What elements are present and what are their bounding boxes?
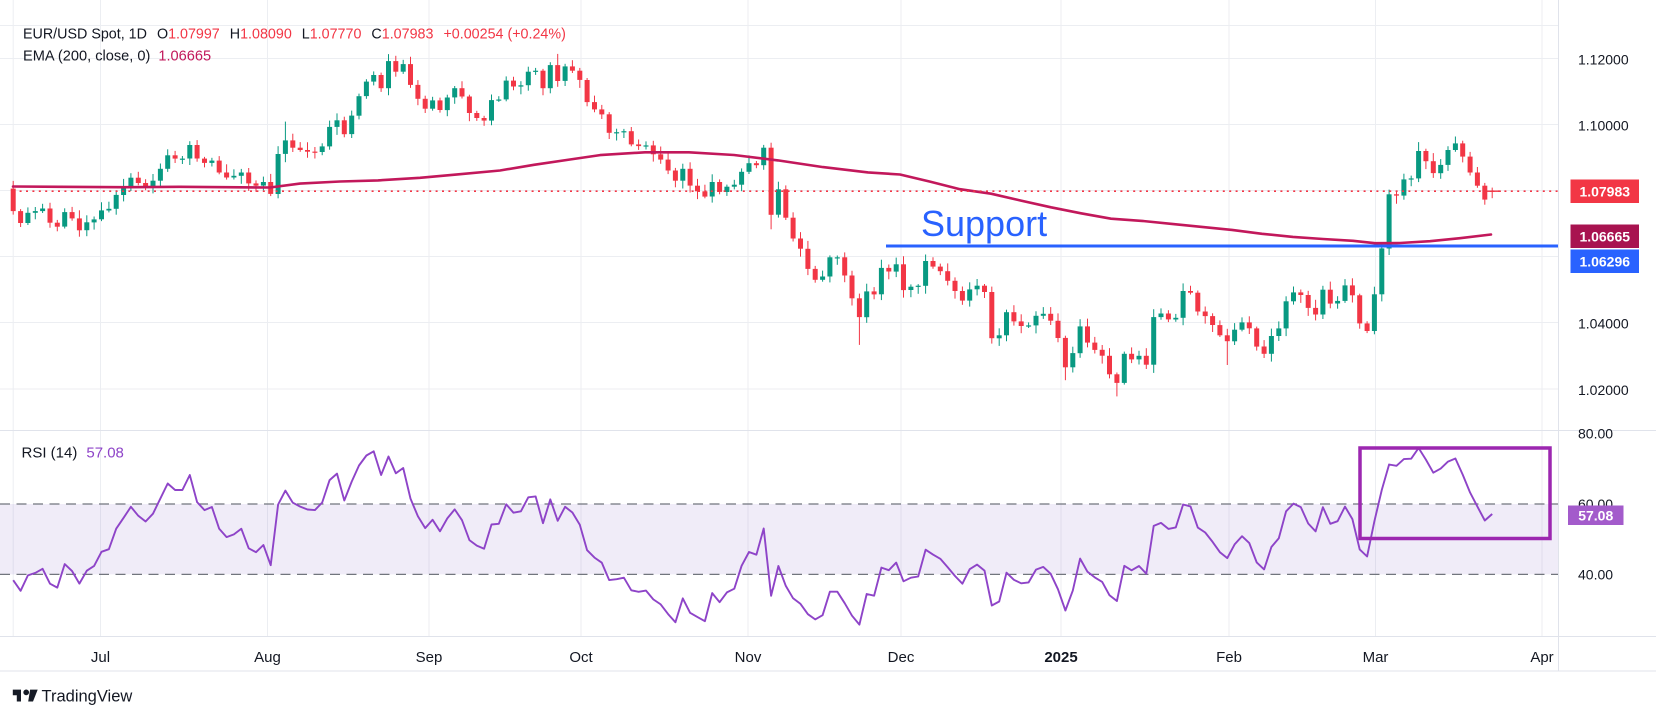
svg-text:Aug: Aug <box>254 649 281 666</box>
svg-text:1.06296: 1.06296 <box>1579 253 1630 269</box>
svg-text:1.06665: 1.06665 <box>1579 228 1630 244</box>
svg-text:1.10000: 1.10000 <box>1578 118 1629 134</box>
svg-text:Dec: Dec <box>888 649 915 666</box>
svg-text:80.00: 80.00 <box>1578 426 1613 442</box>
svg-text:1.04000: 1.04000 <box>1578 316 1629 332</box>
svg-text:40.00: 40.00 <box>1578 566 1613 582</box>
svg-text:RSI (14)57.08: RSI (14) 57.08 <box>22 445 124 462</box>
svg-text:1.07983: 1.07983 <box>1579 183 1630 199</box>
svg-text:Sep: Sep <box>416 649 443 666</box>
svg-text:Jul: Jul <box>91 649 110 666</box>
svg-text:Oct: Oct <box>569 649 593 666</box>
svg-text:1.02000: 1.02000 <box>1578 382 1629 398</box>
svg-text:Mar: Mar <box>1363 649 1389 666</box>
svg-text:TradingView: TradingView <box>42 688 133 706</box>
svg-text:EMA (200, close, 0)1.06665: EMA (200, close, 0) 1.06665 <box>23 49 211 65</box>
svg-text:57.08: 57.08 <box>1578 507 1613 523</box>
svg-text:1.12000: 1.12000 <box>1578 52 1629 68</box>
svg-text:Apr: Apr <box>1530 649 1553 666</box>
svg-text:Nov: Nov <box>735 649 762 666</box>
svg-text:Feb: Feb <box>1216 649 1242 666</box>
svg-text:2025: 2025 <box>1044 649 1077 666</box>
svg-text:Support: Support <box>921 203 1047 244</box>
